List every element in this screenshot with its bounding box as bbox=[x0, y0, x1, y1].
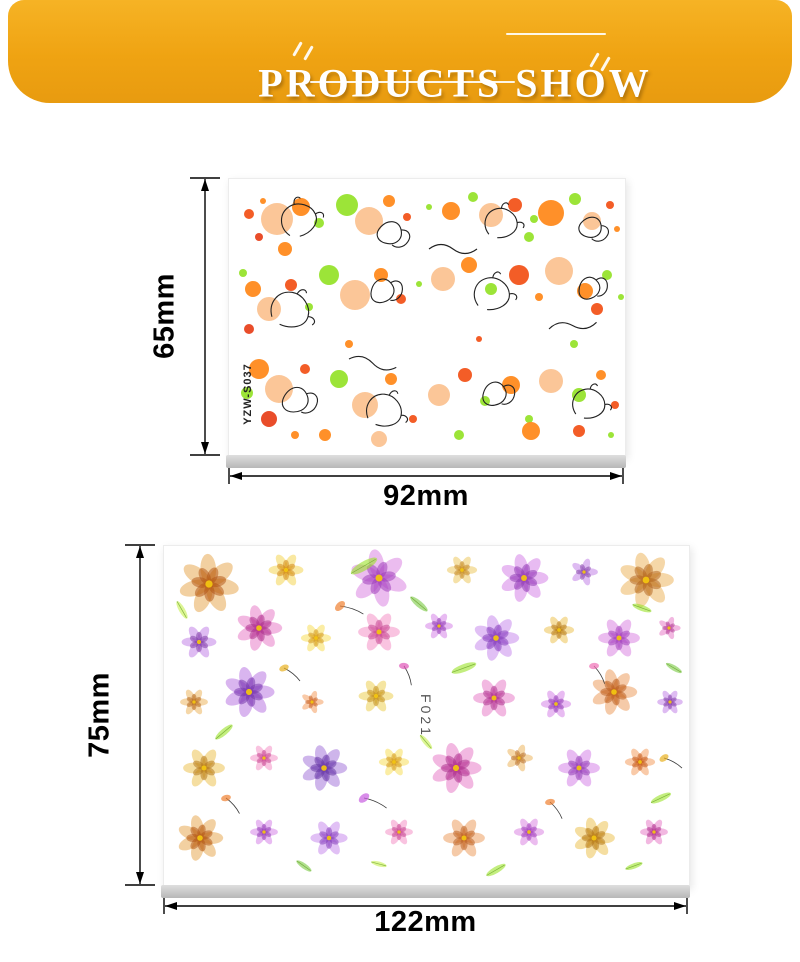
product-1-code: YZW-S037 bbox=[242, 363, 254, 425]
product-1-shadow-base bbox=[226, 455, 626, 468]
product-1-height-dimension-line bbox=[190, 177, 220, 456]
sticker-sheet-2-art bbox=[176, 549, 683, 877]
product-2-height-dimension-line bbox=[125, 544, 155, 886]
product-2-shadow-base bbox=[161, 885, 690, 898]
product-2-height-label: 75mm bbox=[83, 672, 116, 758]
product-2-width-label: 122mm bbox=[374, 906, 477, 938]
product-2-sticker-sheet-image: F021 bbox=[163, 545, 690, 887]
banner-slash-decoration bbox=[292, 41, 303, 57]
product-2-width-dimension-line bbox=[163, 898, 688, 914]
products-show-banner: PRODUCTS SHOW bbox=[8, 0, 792, 105]
banner-overline-decoration bbox=[506, 33, 606, 35]
product-1-width-label: 92mm bbox=[383, 480, 469, 512]
banner-underline-decoration bbox=[310, 81, 515, 83]
product-1-width-dimension-line bbox=[228, 468, 624, 484]
product-1-height-label: 65mm bbox=[148, 273, 181, 359]
product-2-code: F021 bbox=[418, 694, 434, 738]
sticker-sheet-1-art bbox=[239, 192, 624, 447]
product-1-sticker-sheet-image: YZW-S037 bbox=[228, 178, 626, 457]
